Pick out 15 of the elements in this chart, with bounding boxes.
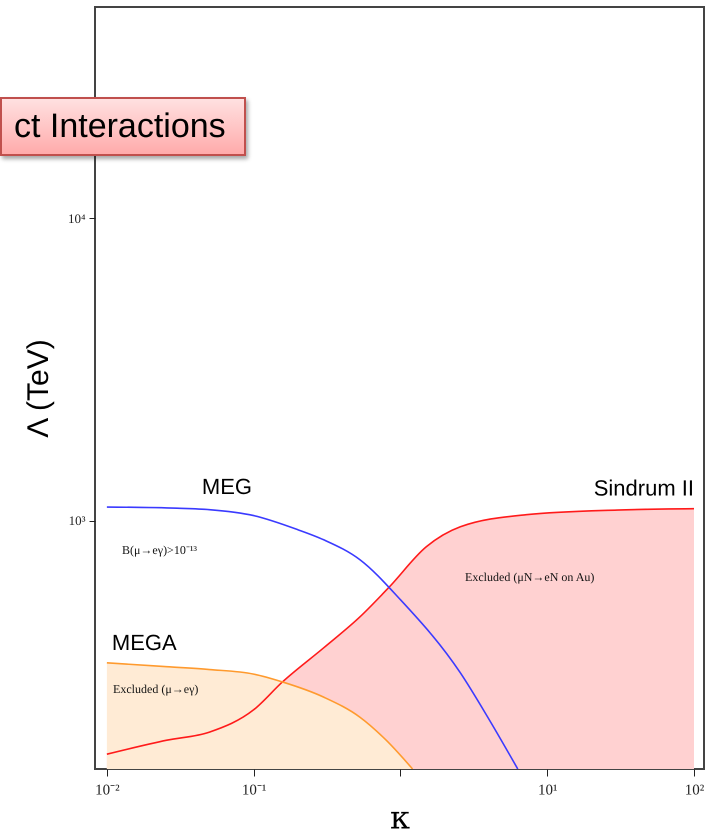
y-axis-title: Λ (TeV) — [22, 339, 55, 438]
series-label: MEG — [202, 474, 252, 500]
y-tick-label: 10⁴ — [68, 210, 86, 226]
x-tick-label: 10² — [684, 782, 705, 798]
text: ct Interactions — [0, 97, 246, 156]
x-tick-label: 10¹ — [538, 782, 558, 798]
series-label: Sindrum II — [594, 476, 694, 501]
annotation: Excluded (μ→eγ) — [113, 682, 198, 696]
annotation: B(μ→eγ)>10⁻¹³ — [122, 543, 198, 557]
x-tick-label: 10⁻² — [95, 782, 120, 798]
annotation: Excluded (μN→eN on Au) — [465, 570, 594, 584]
x-tick-label: 10⁻¹ — [242, 782, 266, 798]
series-label: MEGA — [112, 630, 177, 655]
y-tick-label: 10³ — [68, 513, 86, 528]
x-axis-title: κ — [390, 798, 410, 832]
